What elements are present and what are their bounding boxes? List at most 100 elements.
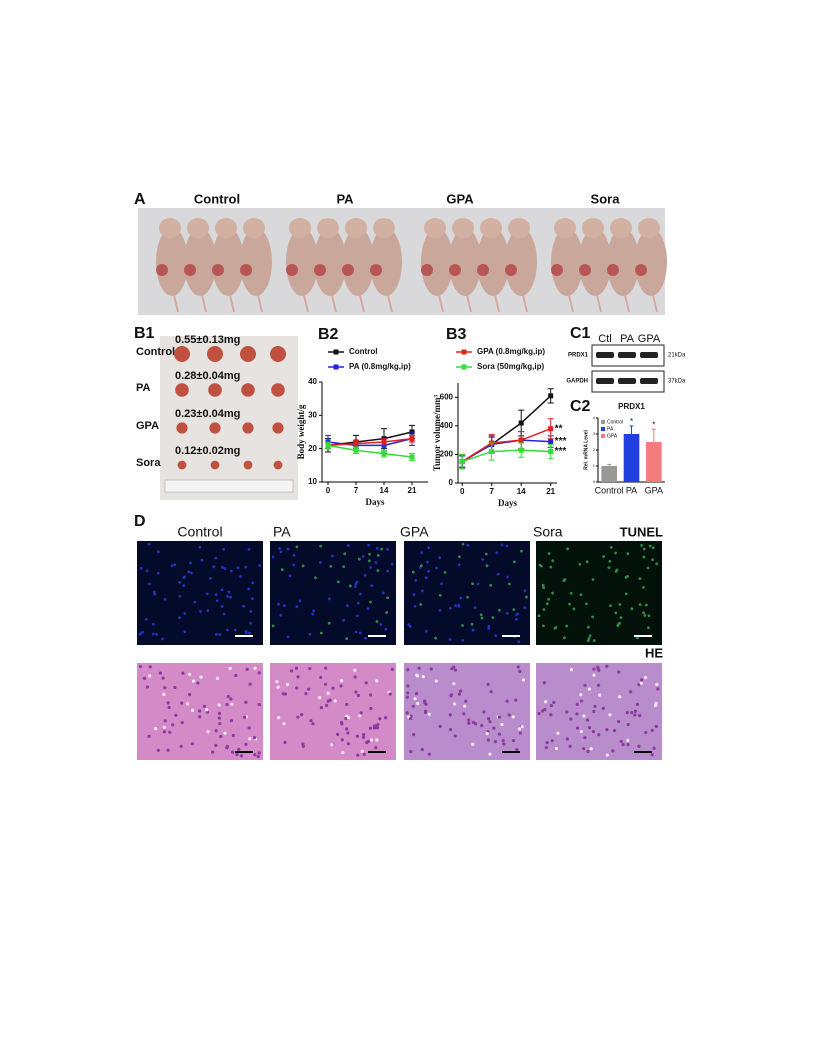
- cell: [575, 702, 579, 706]
- tumor: [184, 264, 196, 276]
- cell: [416, 701, 420, 706]
- nucleus: [651, 558, 655, 561]
- cell: [626, 743, 630, 747]
- cell: [582, 714, 586, 718]
- tail: [359, 294, 365, 313]
- y-tick-label: 0: [593, 479, 596, 484]
- cell: [438, 724, 442, 729]
- group-title: PA: [336, 191, 354, 206]
- cell: [453, 734, 457, 738]
- cell: [625, 711, 629, 715]
- tumor-weight: 0.23±0.04mg: [175, 408, 240, 420]
- cell: [467, 718, 471, 722]
- cell: [356, 693, 361, 698]
- nucleus: [554, 626, 558, 629]
- nucleus: [427, 569, 431, 573]
- cell: [326, 691, 330, 695]
- cell: [518, 669, 522, 673]
- nucleus: [461, 624, 464, 627]
- nucleus: [386, 548, 389, 551]
- panel-label: C1: [570, 325, 591, 342]
- tail: [624, 294, 630, 313]
- nucleus: [572, 607, 576, 611]
- nucleus: [380, 547, 384, 551]
- marker: [489, 449, 495, 455]
- cell: [181, 671, 185, 675]
- marker: [548, 439, 554, 445]
- blot-bands: Ctl PA GPA PRDX1 21kDa GAPDH 37kDa: [566, 333, 686, 385]
- cell: [405, 711, 409, 715]
- nucleus: [226, 628, 229, 632]
- tumor: [270, 346, 286, 362]
- nucleus: [471, 628, 475, 632]
- cell: [188, 693, 192, 697]
- tail: [173, 294, 179, 313]
- cell: [318, 696, 322, 700]
- nucleus: [588, 634, 592, 638]
- nucleus: [421, 589, 424, 593]
- nucleus: [547, 552, 551, 555]
- nucleus: [614, 551, 617, 555]
- mouse: [314, 228, 346, 296]
- tail: [568, 294, 574, 313]
- cell: [585, 718, 590, 722]
- cell: [358, 714, 362, 718]
- cell: [275, 680, 279, 684]
- group-title: Control: [177, 524, 222, 540]
- cell: [417, 666, 421, 670]
- nucleus: [487, 627, 491, 630]
- cell: [345, 727, 349, 731]
- nucleus: [618, 621, 621, 625]
- mouse: [370, 228, 402, 296]
- cell: [217, 711, 222, 716]
- cell: [406, 684, 410, 688]
- cell: [257, 702, 261, 707]
- nucleus: [424, 576, 428, 580]
- cell: [190, 708, 195, 712]
- nucleus: [480, 616, 484, 620]
- series-line: [327, 437, 413, 447]
- nucleus: [491, 616, 495, 619]
- tumor: [272, 422, 284, 434]
- cell: [192, 679, 196, 683]
- nucleus: [500, 543, 504, 547]
- cell: [147, 734, 151, 738]
- nucleus: [591, 615, 595, 619]
- cell: [424, 709, 428, 713]
- nucleus: [363, 573, 367, 577]
- nucleus: [361, 555, 365, 558]
- lane-label: PA: [620, 333, 635, 345]
- nucleus: [591, 578, 595, 581]
- cell: [289, 669, 294, 673]
- tumor-weight: 0.28±0.04mg: [175, 370, 240, 382]
- mouse-head: [345, 218, 367, 238]
- group-title: GPA: [400, 524, 429, 540]
- cell: [653, 703, 658, 708]
- cell: [579, 693, 583, 697]
- micrographs: Control PA GPA Sora TUNEL HE: [137, 524, 663, 760]
- error-bar: [651, 428, 656, 442]
- cell: [497, 715, 502, 719]
- mouse-head: [317, 218, 339, 238]
- nucleus: [247, 547, 251, 551]
- cell: [583, 736, 587, 740]
- tumor-weight: 0.55±0.13mg: [175, 334, 240, 346]
- nucleus: [471, 582, 475, 586]
- nucleus: [512, 560, 516, 564]
- cell: [344, 717, 348, 721]
- cell: [486, 682, 490, 686]
- nucleus: [193, 600, 197, 604]
- nucleus: [157, 550, 160, 554]
- y-tick-label: 600: [440, 392, 454, 401]
- cell: [583, 683, 587, 687]
- series-line: [327, 444, 413, 458]
- cell: [492, 726, 496, 730]
- marker: [409, 454, 415, 460]
- nucleus: [545, 602, 549, 606]
- cell: [605, 728, 609, 732]
- nucleus: [644, 603, 648, 607]
- nucleus: [516, 612, 520, 616]
- cell: [464, 699, 468, 703]
- band: [596, 378, 614, 384]
- cell: [375, 738, 379, 742]
